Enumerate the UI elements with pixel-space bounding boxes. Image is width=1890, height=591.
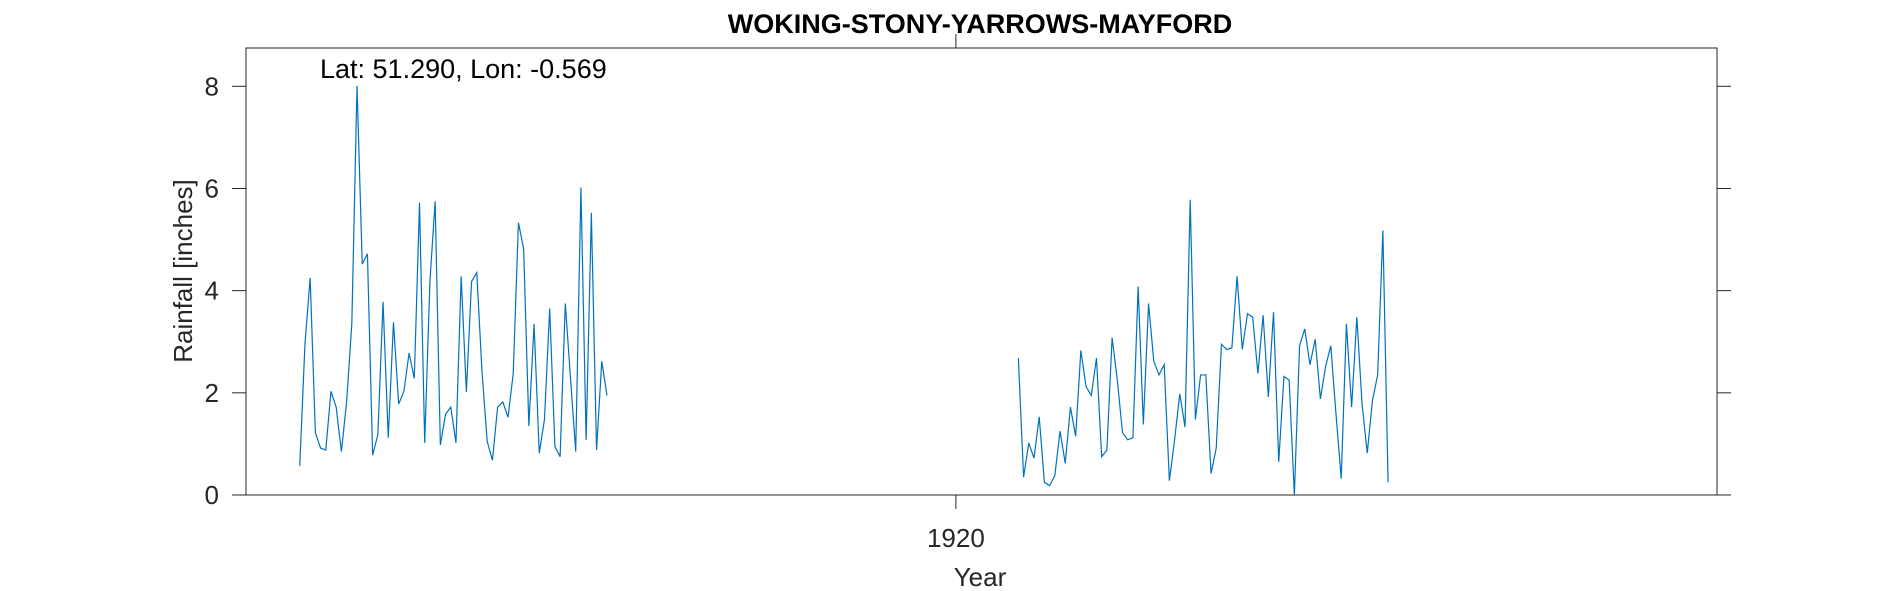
y-axis-label: Rainfall [inches] [168,179,198,363]
chart-title: WOKING-STONY-YARROWS-MAYFORD [728,9,1233,39]
x-tick-label: 1920 [927,523,985,553]
x-axis: 1920 [927,34,985,553]
location-annotation: Lat: 51.290, Lon: -0.569 [320,54,607,84]
rainfall-series [299,85,1389,496]
y-axis: 0 2 4 6 8 [205,71,1731,510]
x-axis-label: Year [954,562,1007,591]
y-tick-label: 8 [205,71,219,101]
plot-area [245,47,1718,496]
series-line [1017,199,1389,496]
y-tick-label: 2 [205,378,219,408]
y-tick-label: 6 [205,173,219,203]
y-tick-label: 4 [205,276,219,306]
series-line [299,85,608,466]
y-tick-label: 0 [205,480,219,510]
